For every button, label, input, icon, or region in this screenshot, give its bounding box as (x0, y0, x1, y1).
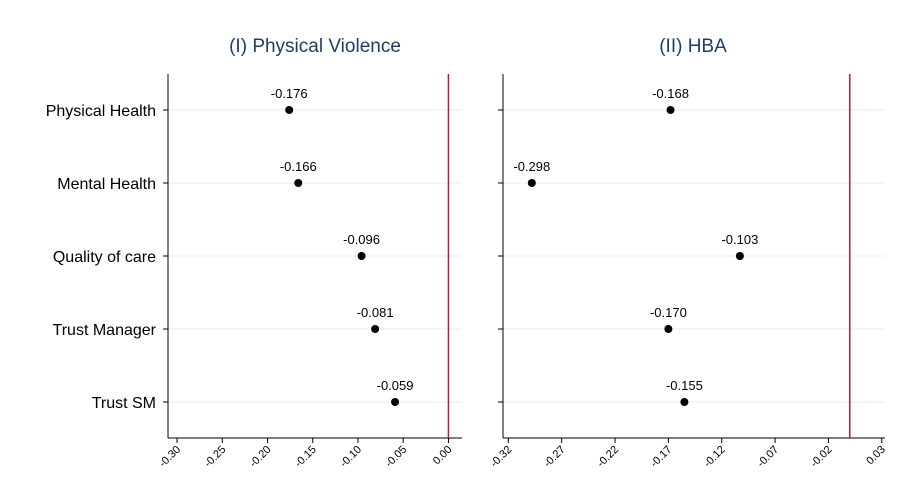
data-point (285, 106, 294, 114)
x-tick-label: -0.30 (157, 444, 183, 470)
x-tick-label: -0.27 (542, 444, 568, 470)
x-tick-label: -0.07 (755, 444, 781, 470)
x-tick-label: -0.25 (202, 444, 228, 470)
data-label: -0.081 (357, 305, 394, 320)
x-tick-label: 0.00 (431, 444, 455, 468)
data-point (527, 179, 536, 187)
data-point (371, 325, 380, 333)
data-label: -0.096 (343, 232, 380, 247)
x-tick-label: -0.10 (338, 444, 364, 470)
data-label: -0.059 (377, 378, 414, 393)
x-tick-label: -0.20 (247, 444, 273, 470)
x-tick-label: 0.03 (864, 444, 888, 468)
x-tick-label: -0.22 (595, 444, 621, 470)
data-label: -0.176 (271, 86, 308, 101)
category-label: Quality of care (53, 249, 156, 266)
data-point (680, 398, 689, 406)
data-label: -0.103 (721, 232, 758, 247)
data-point (294, 179, 303, 187)
data-label: -0.168 (652, 86, 689, 101)
category-label: Physical Health (46, 103, 156, 120)
data-point (735, 252, 744, 260)
data-label: -0.155 (666, 378, 703, 393)
data-label: -0.166 (280, 159, 317, 174)
data-point (664, 325, 673, 333)
panel-title: (I) Physical Violence (229, 36, 401, 57)
x-tick-label: -0.32 (488, 444, 514, 470)
data-point (357, 252, 366, 260)
category-label: Trust Manager (53, 322, 157, 339)
x-tick-label: -0.15 (293, 444, 319, 470)
panel-title: (II) HBA (659, 36, 727, 57)
x-tick-label: -0.12 (702, 444, 728, 470)
x-tick-label: -0.05 (383, 444, 409, 470)
data-point (391, 398, 400, 406)
data-label: -0.298 (513, 159, 550, 174)
data-point (666, 106, 675, 114)
x-tick-label: -0.17 (648, 444, 674, 470)
category-label: Trust SM (92, 395, 156, 412)
category-label: Mental Health (57, 176, 156, 193)
x-tick-label: -0.02 (808, 444, 834, 470)
data-label: -0.170 (650, 305, 687, 320)
